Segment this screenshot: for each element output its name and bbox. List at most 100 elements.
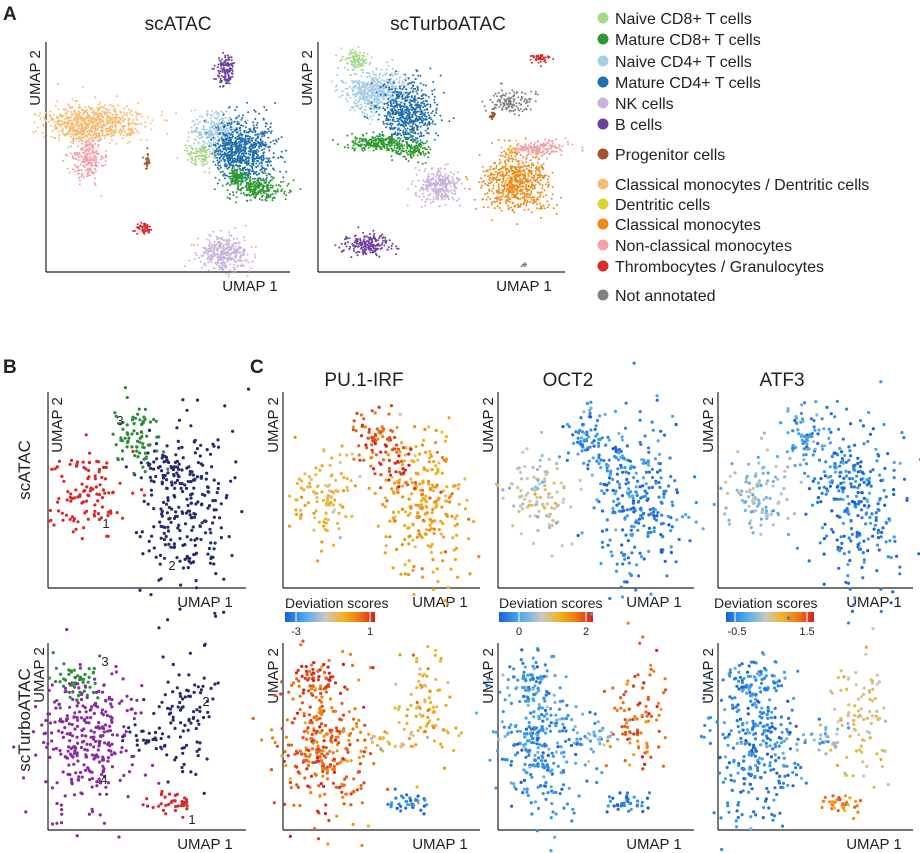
data-point: [98, 114, 101, 117]
data-point: [397, 93, 400, 96]
data-point: [190, 151, 193, 154]
data-point: [416, 125, 419, 128]
data-point: [86, 111, 89, 114]
data-point: [65, 114, 68, 117]
data-point: [355, 99, 358, 101]
data-point: [369, 110, 372, 113]
data-point: [57, 136, 60, 139]
data-point: [70, 145, 73, 148]
data-point: [132, 131, 135, 134]
data-point: [250, 267, 252, 270]
data-point: [204, 149, 207, 151]
data-point: [379, 93, 382, 96]
data-point: [96, 128, 99, 131]
data-point: [200, 150, 203, 152]
data-point: [417, 110, 420, 113]
data-point: [122, 120, 125, 123]
data-point: [200, 266, 203, 269]
data-point: [176, 156, 179, 159]
data-point: [400, 145, 403, 147]
data-point: [410, 135, 413, 137]
data-point: [401, 147, 404, 150]
data-point: [381, 95, 384, 98]
data-point: [360, 97, 362, 100]
data-point: [212, 141, 215, 144]
data-point: [423, 170, 426, 173]
data-point: [359, 95, 361, 98]
data-point: [414, 123, 417, 126]
data-point: [199, 260, 202, 263]
data-point: [380, 137, 383, 140]
data-point: [240, 124, 242, 127]
data-point: [198, 132, 201, 135]
data-point: [203, 131, 206, 134]
data-point: [251, 139, 254, 142]
data-point: [92, 171, 94, 174]
data-point: [282, 176, 285, 179]
data-point: [107, 121, 109, 124]
data-point: [142, 225, 145, 228]
data-point: [390, 109, 393, 112]
data-point: [414, 145, 417, 148]
data-point: [373, 112, 376, 115]
data-point: [90, 120, 93, 122]
data-point: [212, 127, 215, 130]
data-point: [264, 160, 267, 163]
data-point: [87, 160, 90, 163]
data-point: [262, 172, 265, 174]
data-point: [427, 96, 430, 98]
data-point: [139, 113, 142, 116]
data-point: [213, 121, 216, 124]
data-point: [198, 120, 201, 123]
data-point: [95, 159, 98, 162]
data-point: [439, 114, 442, 117]
data-point: [373, 105, 376, 108]
data-point: [164, 119, 166, 122]
data-point: [396, 105, 399, 108]
data-point: [280, 150, 283, 153]
data-point: [232, 194, 235, 197]
data-point: [127, 128, 130, 131]
data-point: [227, 80, 230, 82]
data-point: [394, 120, 396, 123]
data-point: [214, 144, 217, 147]
data-point: [241, 172, 244, 175]
data-point: [227, 129, 230, 132]
data-point: [385, 61, 388, 64]
data-point: [238, 121, 241, 123]
data-point: [258, 162, 261, 165]
data-point: [92, 140, 95, 143]
data-point: [128, 117, 131, 120]
data-point: [419, 125, 422, 128]
data-point: [366, 88, 369, 90]
data-point: [85, 141, 88, 144]
data-point: [191, 120, 194, 123]
data-point: [286, 184, 289, 187]
data-point: [198, 150, 201, 153]
data-point: [210, 261, 213, 264]
data-point: [243, 143, 246, 146]
data-point: [403, 106, 406, 109]
data-point: [246, 163, 249, 166]
data-point: [383, 114, 386, 117]
data-point: [343, 66, 346, 69]
data-point: [263, 192, 266, 195]
data-point: [73, 157, 75, 160]
data-point: [227, 59, 230, 61]
data-point: [234, 242, 237, 245]
data-point: [398, 95, 401, 97]
data-point: [422, 142, 425, 145]
data-point: [222, 64, 225, 67]
data-point: [117, 131, 120, 134]
data-point: [262, 132, 265, 135]
data-point: [407, 153, 409, 156]
data-point: [388, 82, 391, 85]
data-point: [358, 54, 361, 57]
data-point: [271, 186, 274, 189]
data-point: [136, 119, 139, 121]
data-point: [215, 111, 218, 114]
data-point: [259, 177, 262, 180]
data-point: [390, 124, 393, 127]
data-point: [382, 134, 385, 137]
data-point: [398, 147, 401, 150]
